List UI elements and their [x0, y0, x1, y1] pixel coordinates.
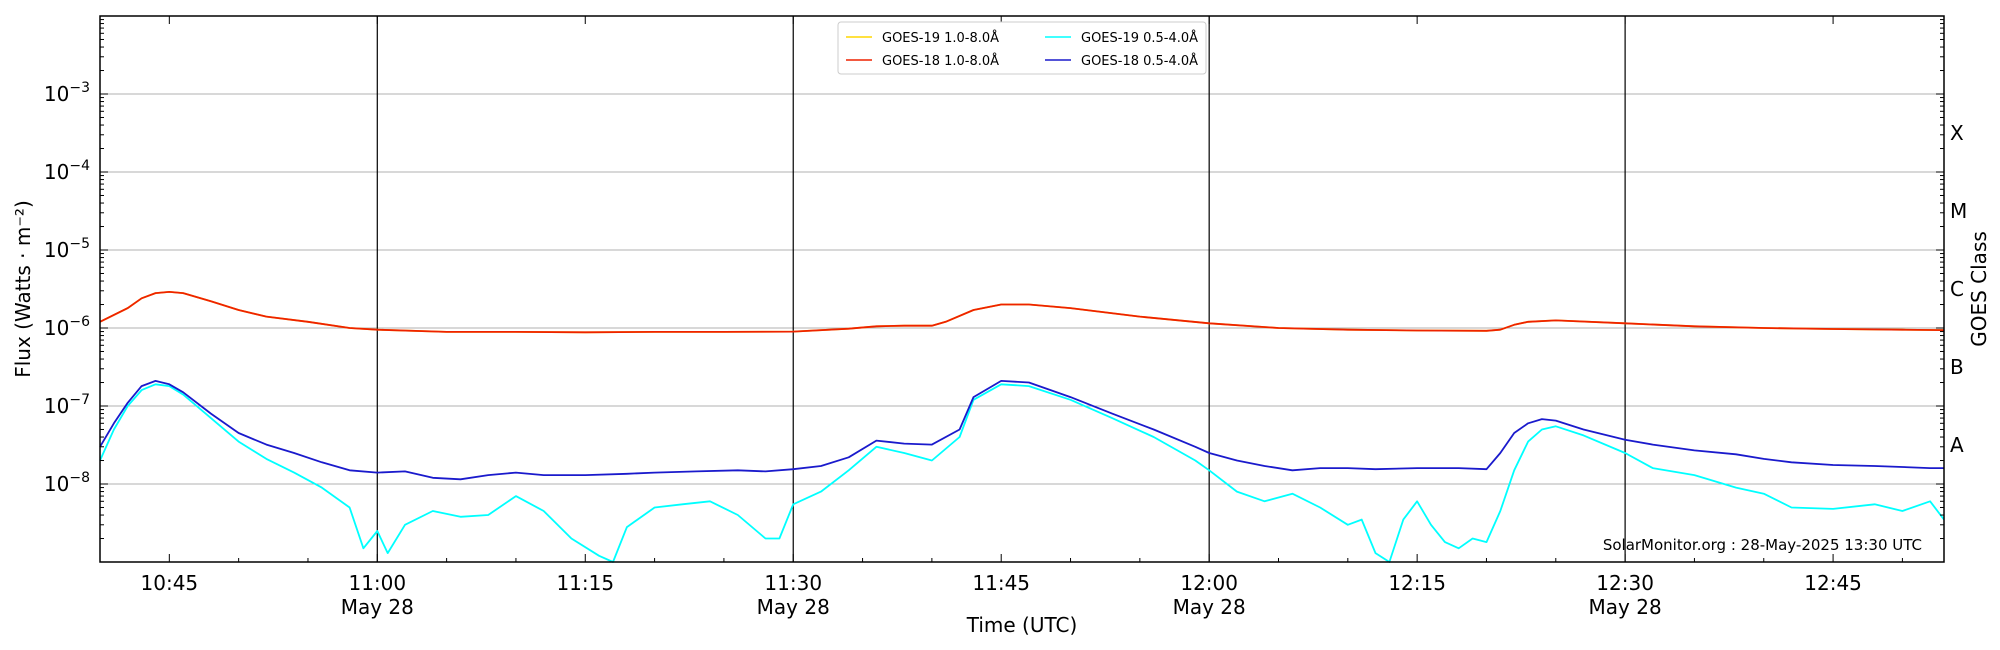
credit-text: SolarMonitor.org : 28-May-2025 13:30 UTC: [1603, 536, 1922, 554]
x-tick-label: 11:00: [348, 571, 406, 595]
x-tick-label: 11:45: [972, 571, 1030, 595]
plot-frame: [99, 15, 1945, 563]
goes-class-C: C: [1950, 277, 1964, 301]
series-line-1: [99, 290, 1945, 334]
legend-label-goes18-long: GOES-18 1.0-8.0Å: [882, 53, 999, 69]
goes-class-B: B: [1950, 355, 1964, 379]
x-tick-date-label: May 28: [1589, 595, 1662, 619]
y-tick-label: 10−6: [44, 314, 90, 340]
legend-box: [837, 21, 1207, 75]
goes-class-M: M: [1950, 199, 1967, 223]
series-line-2: [99, 383, 1945, 563]
x-tick-date-label: May 28: [757, 595, 830, 619]
y-tick-label: 10−5: [44, 236, 90, 262]
y-tick-label: 10−4: [44, 158, 90, 184]
legend-label-goes18-short: GOES-18 0.5-4.0Å: [1081, 53, 1198, 69]
x-tick-label: 10:45: [141, 571, 199, 595]
x-tick-date-label: May 28: [341, 595, 414, 619]
goes-class-labels: A B C M X: [1950, 121, 1967, 457]
legend: GOES-19 1.0-8.0Å GOES-18 1.0-8.0Å GOES-1…: [837, 21, 1207, 75]
grid-lines: [100, 93, 1944, 485]
x-tick-date-label: May 28: [1173, 595, 1246, 619]
series-lines: [99, 290, 1945, 563]
y-axis-title: Flux (Watts · m⁻²): [11, 200, 35, 378]
legend-label-goes19-long: GOES-19 1.0-8.0Å: [882, 30, 999, 46]
y-tick-label: 10−7: [44, 392, 90, 418]
x-tick-label: 12:30: [1596, 571, 1654, 595]
y-tick-label: 10−8: [44, 470, 90, 496]
y-axis-right-title: GOES Class: [1967, 231, 1991, 347]
y-tick-label: 10−3: [44, 80, 90, 106]
x-tick-label: 12:00: [1180, 571, 1238, 595]
x-tick-label: 11:30: [764, 571, 822, 595]
goes-class-X: X: [1950, 121, 1964, 145]
plot-background: [100, 16, 1944, 562]
goes-class-A: A: [1950, 433, 1964, 457]
x-tick-label: 11:15: [556, 571, 614, 595]
legend-label-goes19-short: GOES-19 0.5-4.0Å: [1081, 30, 1198, 46]
x-axis-title: Time (UTC): [966, 613, 1078, 637]
x-tick-label: 12:15: [1388, 571, 1446, 595]
x-tick-label: 12:45: [1804, 571, 1862, 595]
series-line-3: [99, 379, 1944, 481]
